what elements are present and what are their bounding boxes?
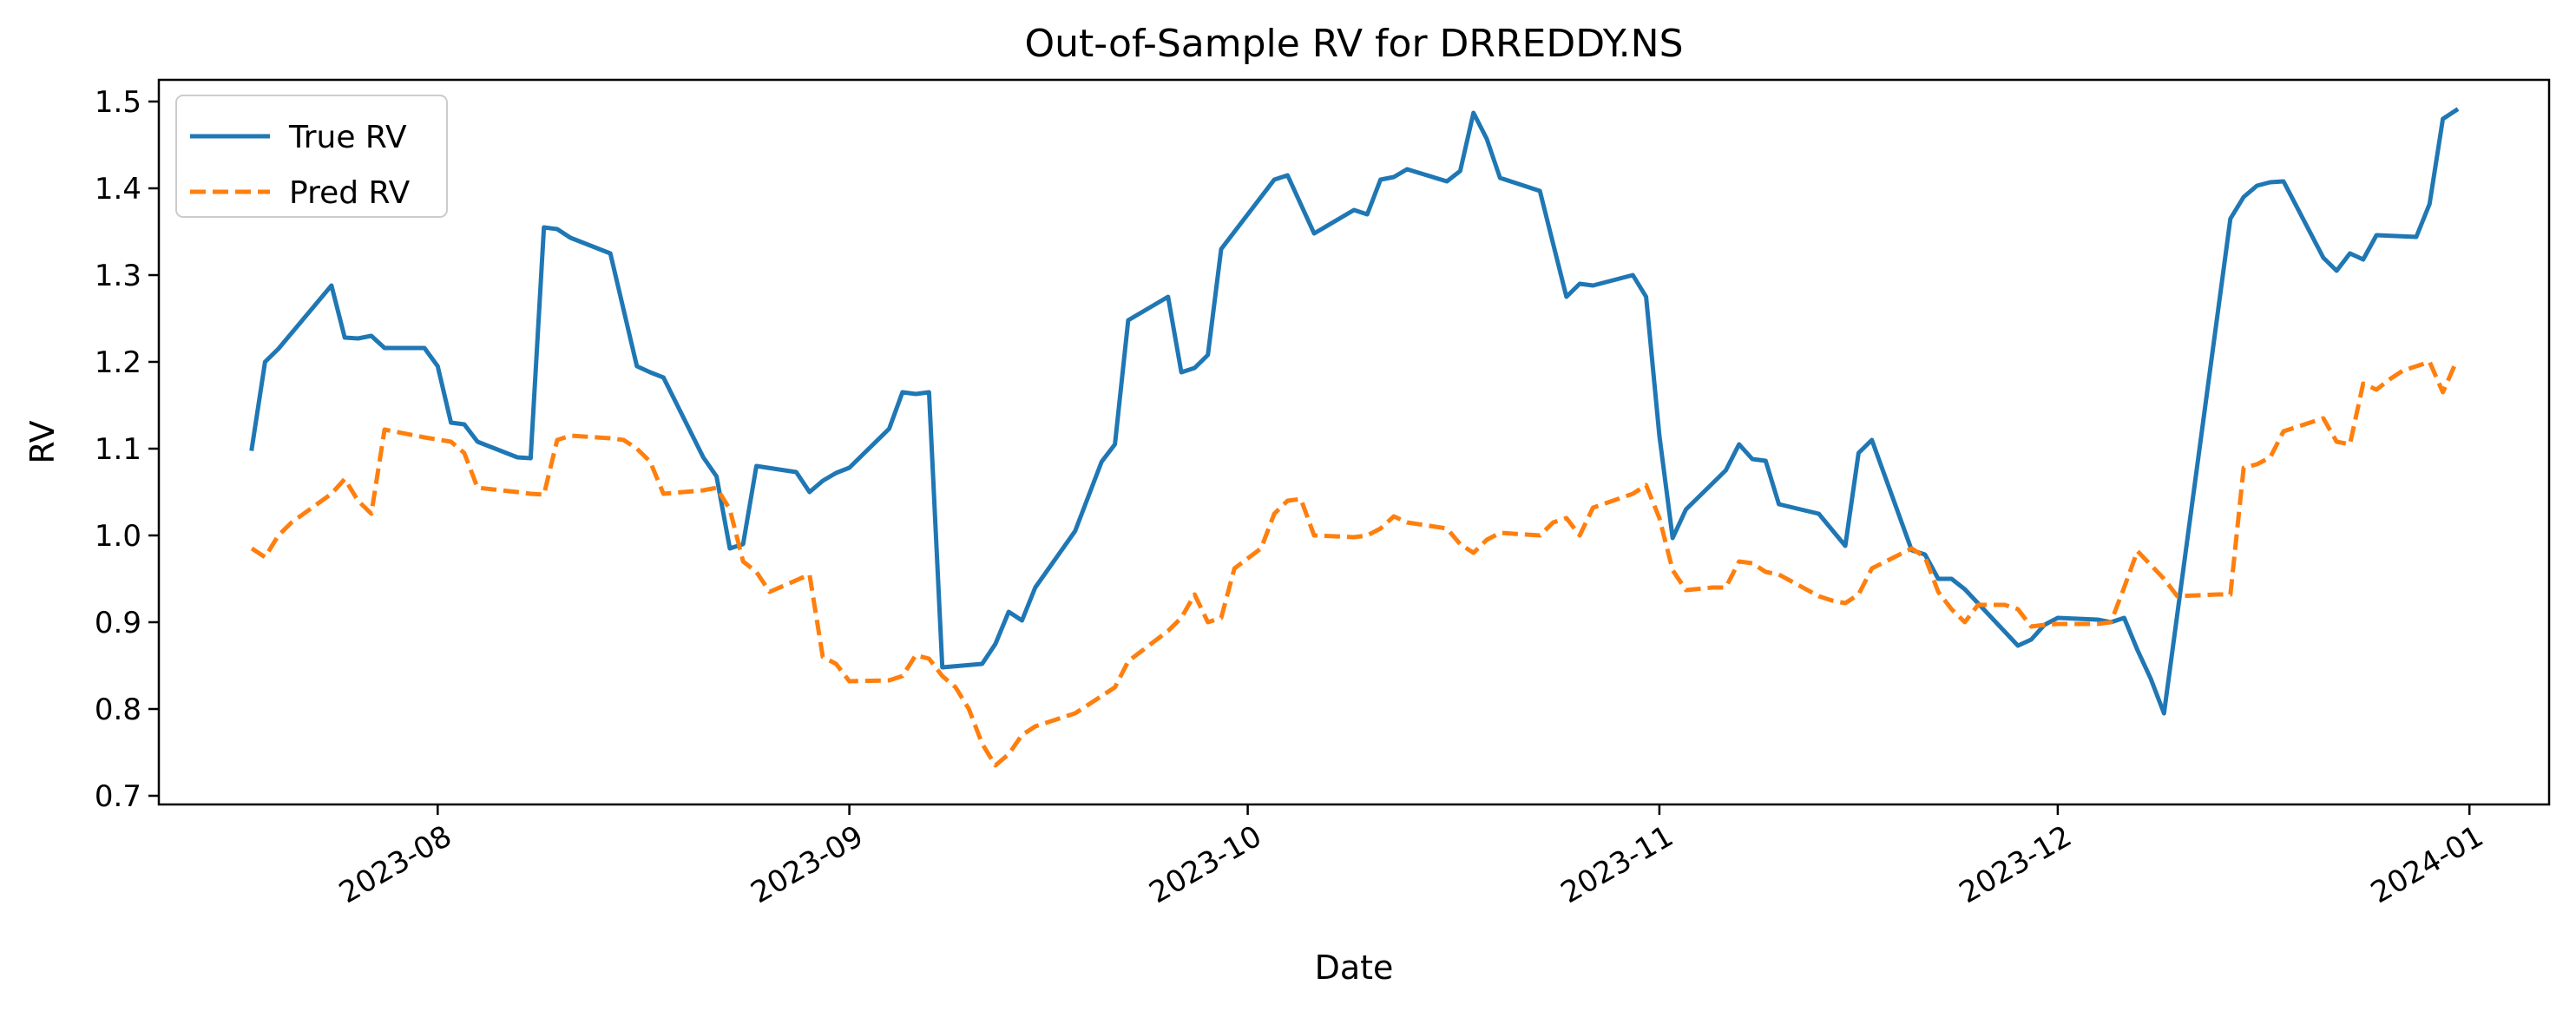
y-tick-label: 1.1 — [95, 432, 141, 467]
y-tick-label: 1.3 — [95, 259, 141, 293]
y-tick-label: 1.0 — [95, 519, 141, 554]
y-tick-label: 0.8 — [95, 693, 141, 727]
legend-label-true-rv: True RV — [288, 120, 407, 155]
y-tick-label: 1.2 — [95, 345, 141, 380]
y-tick-label: 1.4 — [95, 172, 141, 207]
y-tick-label: 0.7 — [95, 779, 141, 814]
series-line-pred-rv — [250, 359, 2459, 768]
x-axis-label: Date — [1315, 949, 1394, 987]
legend: True RV Pred RV — [175, 95, 448, 218]
legend-box — [175, 95, 448, 218]
y-tick-label: 1.5 — [95, 85, 141, 120]
plot-frame — [157, 78, 2551, 806]
legend-label-pred-rv: Pred RV — [289, 175, 411, 211]
y-tick-label: 0.9 — [95, 606, 141, 640]
y-axis-label: RV — [23, 420, 62, 463]
chart-title: Out-of-Sample RV for DRREDDY.NS — [1024, 22, 1683, 66]
